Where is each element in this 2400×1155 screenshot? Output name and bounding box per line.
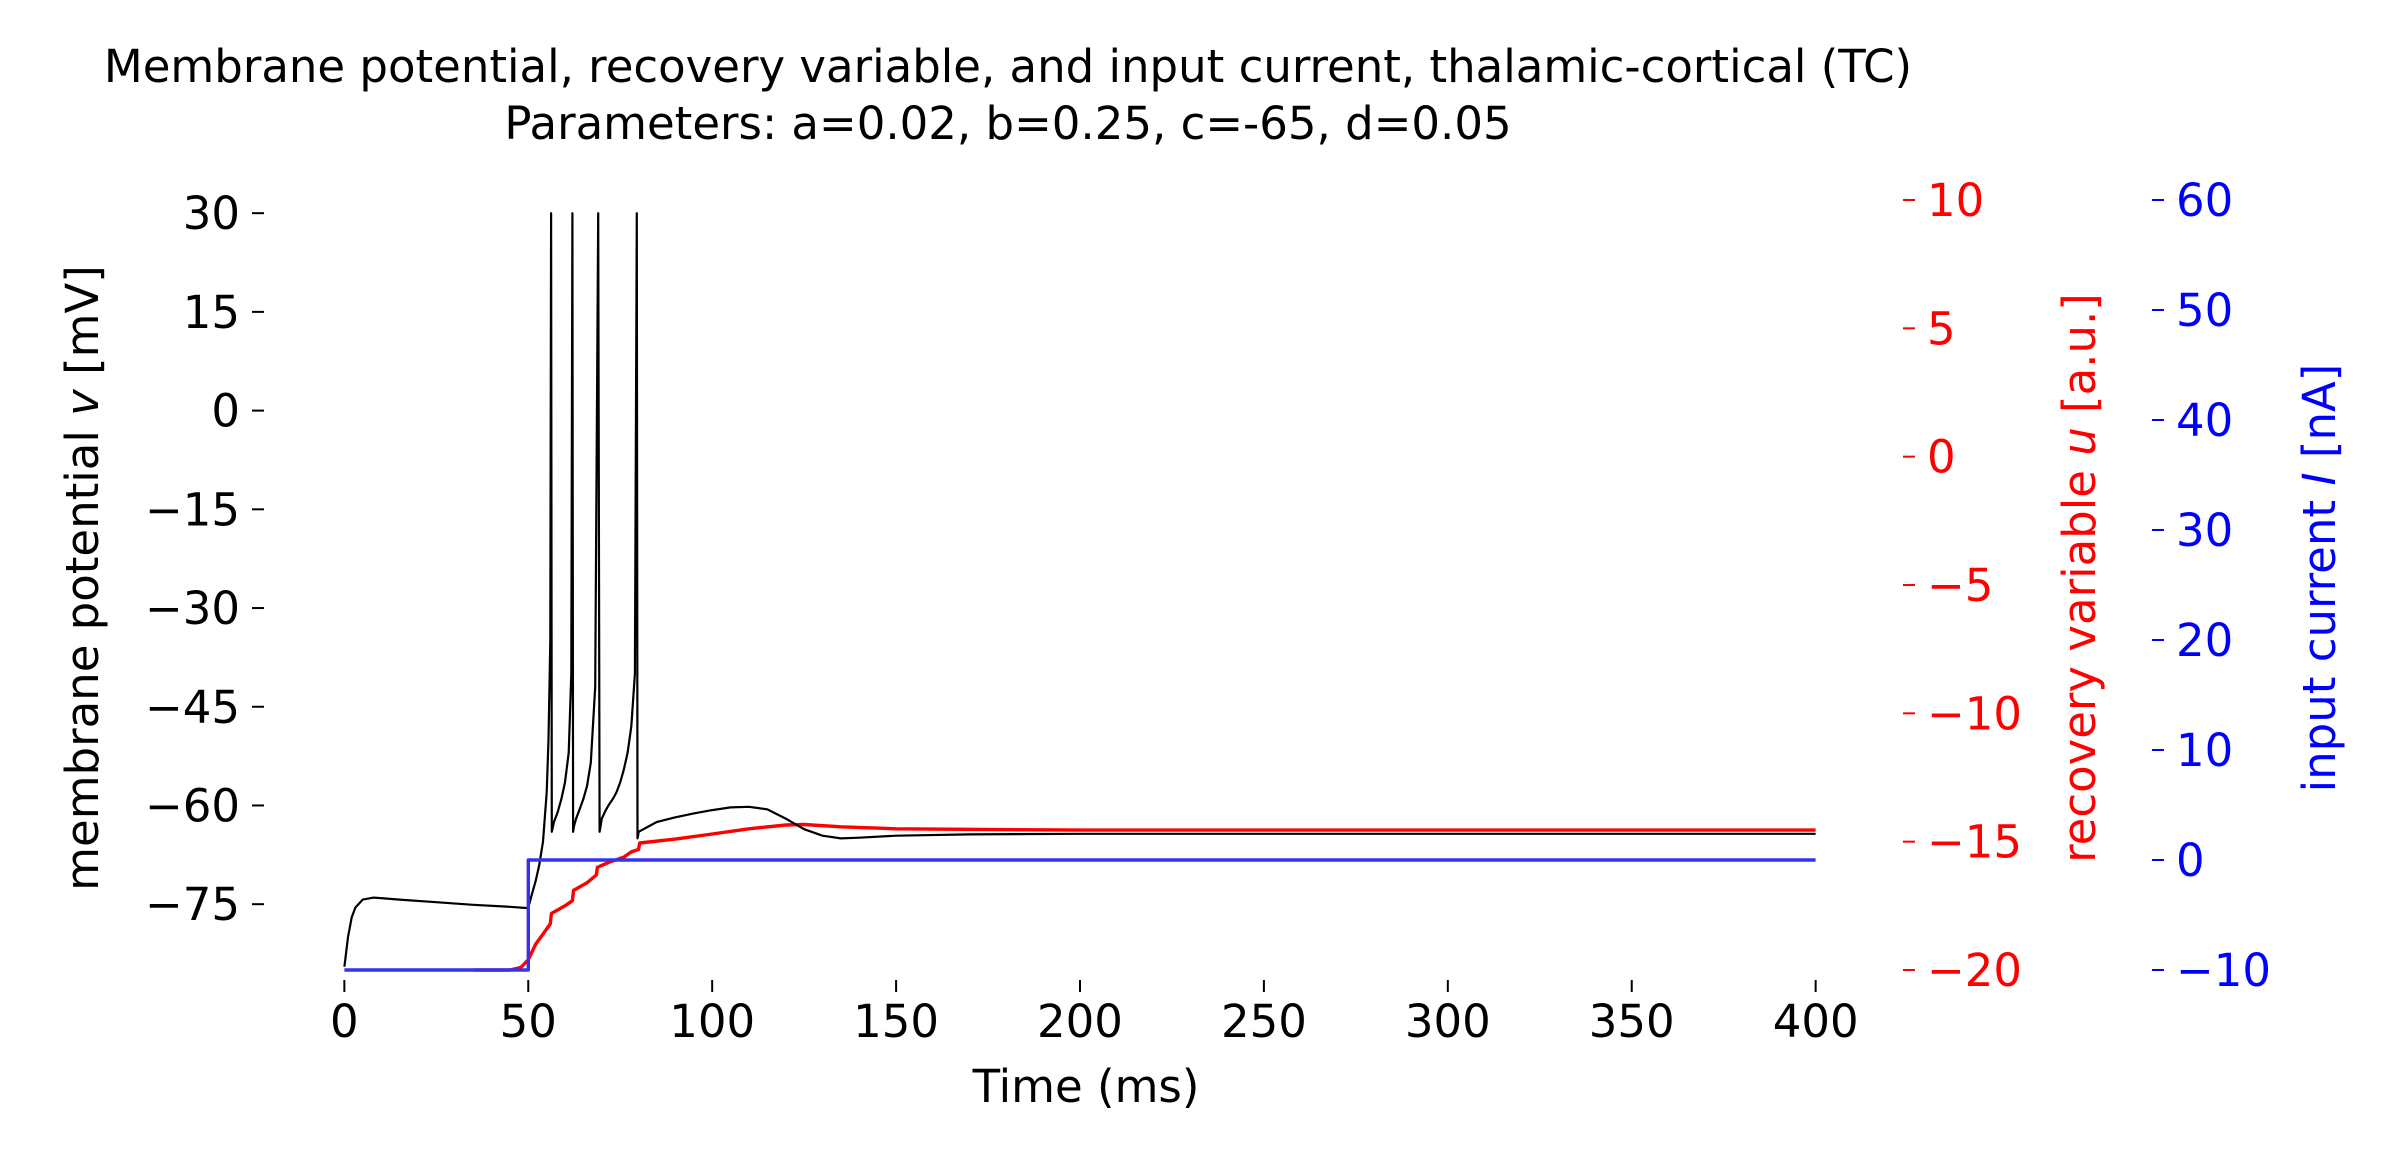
v-axis-tick-label: 0	[211, 385, 240, 438]
i-axis-tick-label: 20	[2176, 614, 2233, 667]
v-axis-tick-label: 30	[183, 187, 240, 240]
time-axis: 0 50 100 150 200 250 300 350 400	[330, 980, 1859, 1048]
x-tick-label: 0	[330, 995, 359, 1048]
x-tick-label: 100	[669, 995, 755, 1048]
u-axis-tick-label: 10	[1927, 174, 1984, 227]
chart-subtitle: Parameters: a=0.02, b=0.25, c=-65, d=0.0…	[504, 97, 1511, 150]
i-axis-tick-label: 60	[2176, 174, 2233, 227]
series-u-line	[473, 822, 1816, 972]
x-tick-label: 250	[1221, 995, 1307, 1048]
x-tick-label: 50	[500, 995, 557, 1048]
u-axis-tick-label: 0	[1927, 431, 1956, 484]
i-axis-label: input current I [nA]	[2293, 364, 2346, 793]
x-tick-label: 350	[1589, 995, 1675, 1048]
input-current-axis: 60 50 40 30 20 10 0 −10	[2152, 174, 2271, 997]
i-axis-tick-label: −10	[2176, 944, 2271, 997]
u-axis-tick-label: −20	[1927, 944, 2022, 997]
i-axis-tick-label: 0	[2176, 834, 2205, 887]
v-axis-tick-label: −45	[145, 681, 240, 734]
v-axis-tick-label: −60	[145, 779, 240, 832]
x-tick-label: 400	[1773, 995, 1859, 1048]
i-axis-tick-label: 30	[2176, 504, 2233, 557]
u-axis-label: recovery variable u [a.u.]	[2053, 293, 2106, 863]
x-axis-label: Time (ms)	[972, 1060, 1200, 1113]
v-axis-tick-label: −75	[145, 878, 240, 931]
series-v-line	[343, 212, 1816, 967]
v-axis-tick-label: −15	[145, 483, 240, 536]
chart-title: Membrane potential, recovery variable, a…	[104, 40, 1912, 93]
i-axis-tick-label: 40	[2176, 394, 2233, 447]
x-tick-label: 200	[1037, 995, 1123, 1048]
membrane-potential-axis: 30 15 0 −15 −30 −45 −60 −75	[145, 187, 264, 931]
v-axis-tick-label: −30	[145, 582, 240, 635]
u-axis-tick-label: 5	[1927, 302, 1956, 355]
u-axis-tick-label: −10	[1927, 687, 2022, 740]
i-axis-tick-label: 10	[2176, 724, 2233, 777]
series-layer	[343, 212, 1816, 972]
series-I-line	[344, 858, 1816, 972]
u-axis-tick-label: −5	[1927, 559, 1993, 612]
x-tick-label: 150	[853, 995, 939, 1048]
u-axis-tick-label: −15	[1927, 816, 2022, 869]
recovery-variable-axis: 10 5 0 −5 −10 −15 −20	[1903, 174, 2022, 997]
i-axis-tick-label: 50	[2176, 284, 2233, 337]
x-tick-label: 300	[1405, 995, 1491, 1048]
v-axis-tick-label: 15	[183, 286, 240, 339]
v-axis-label: membrane potential v [mV]	[56, 265, 109, 891]
